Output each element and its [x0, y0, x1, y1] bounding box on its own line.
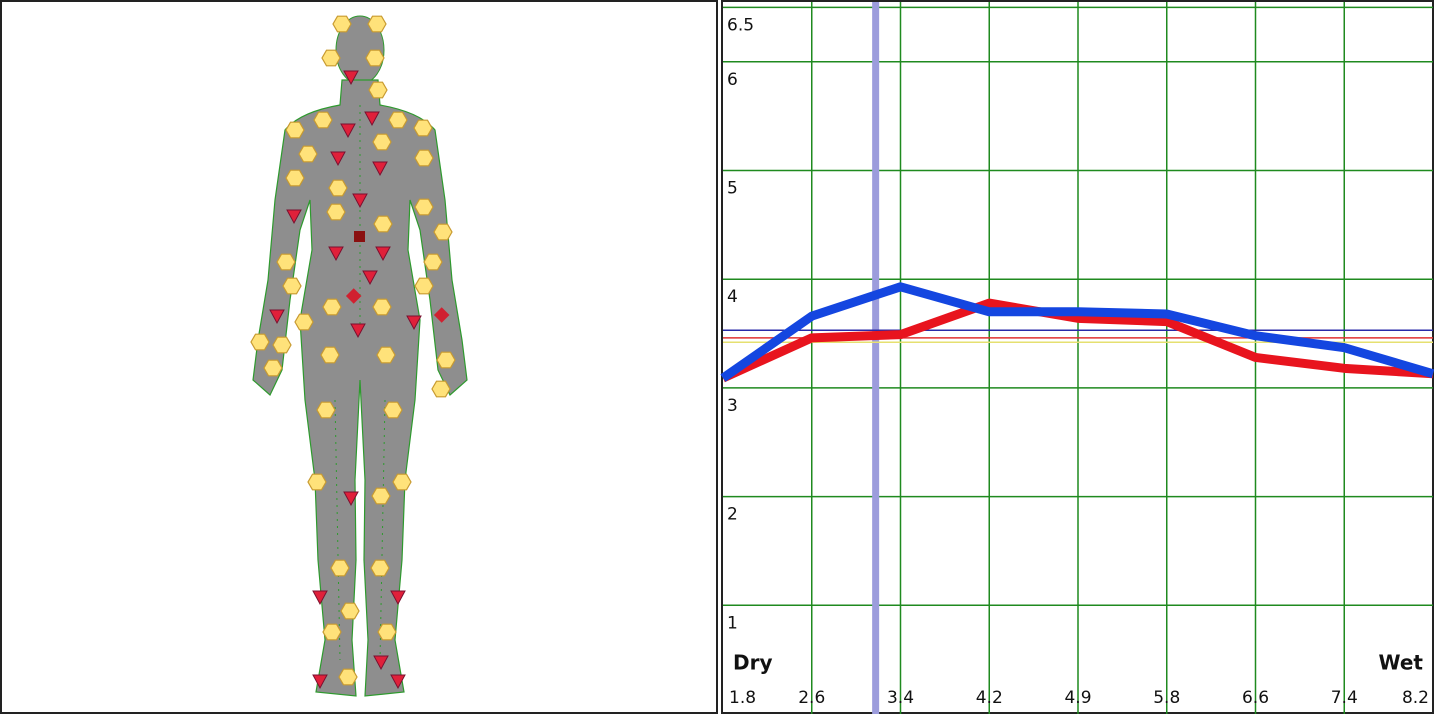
x-tick-label: 6.6 — [1242, 688, 1269, 708]
point — [338, 668, 358, 686]
dry-label: Dry — [733, 651, 773, 675]
series-line — [721, 298, 1434, 383]
point — [414, 277, 434, 295]
x-tick-label: 5.8 — [1153, 688, 1180, 708]
point — [272, 336, 292, 354]
point — [298, 145, 318, 163]
point — [388, 111, 408, 129]
points — [250, 15, 456, 689]
point — [316, 401, 336, 419]
point — [294, 313, 314, 331]
point — [332, 15, 352, 33]
point — [320, 346, 340, 364]
point — [368, 81, 388, 99]
meridian — [379, 399, 386, 661]
point — [431, 380, 451, 398]
y-tick-label: 2 — [727, 505, 738, 525]
x-tick-label: 2.6 — [798, 688, 825, 708]
point — [313, 111, 333, 129]
point — [376, 346, 396, 364]
point — [371, 487, 391, 505]
y-tick-label: 4 — [727, 287, 738, 307]
point — [322, 623, 342, 641]
point — [383, 401, 403, 419]
point — [328, 179, 348, 197]
point — [321, 49, 341, 67]
point — [372, 133, 392, 151]
series-line — [720, 282, 1434, 382]
point — [414, 198, 434, 216]
x-tick-label: 1.8 — [729, 688, 756, 708]
point — [377, 623, 397, 641]
point — [285, 121, 305, 139]
point — [433, 223, 453, 241]
point — [372, 298, 392, 316]
x-tick-label: 4.2 — [976, 688, 1003, 708]
point — [345, 288, 362, 304]
y-tick-label: 6 — [727, 70, 738, 90]
point — [322, 298, 342, 316]
wet-label: Wet — [1379, 651, 1424, 675]
point — [307, 473, 327, 491]
point — [373, 215, 393, 233]
point — [433, 307, 450, 323]
y-tick-label: 1 — [727, 613, 738, 633]
y-tick-label: 3 — [727, 396, 738, 416]
point — [282, 277, 302, 295]
point — [392, 473, 412, 491]
point — [340, 602, 360, 620]
x-tick-label: 4.9 — [1064, 688, 1091, 708]
point — [365, 49, 385, 67]
x-tick-label: 8.2 — [1402, 688, 1429, 708]
meridian — [334, 399, 341, 661]
point — [276, 253, 296, 271]
point — [285, 169, 305, 187]
point — [326, 203, 346, 221]
point — [367, 15, 387, 33]
y-tick-label: 6.5 — [727, 15, 754, 35]
point — [413, 119, 433, 137]
y-tick-label: 5 — [727, 178, 738, 198]
point — [423, 253, 443, 271]
point — [414, 149, 434, 167]
x-tick-label: 3.4 — [887, 688, 914, 708]
point — [354, 231, 365, 242]
x-tick-label: 7.4 — [1331, 688, 1358, 708]
point — [330, 559, 350, 577]
point — [263, 359, 283, 377]
point — [370, 559, 390, 577]
point — [250, 333, 270, 351]
chart: 1 2 3 4 5 6 6.5 1.8 2.6 3.4 4.2 4.9 5.8 6.6 7.4 8.2 Dry W… — [720, 2, 1434, 714]
point — [436, 351, 456, 369]
